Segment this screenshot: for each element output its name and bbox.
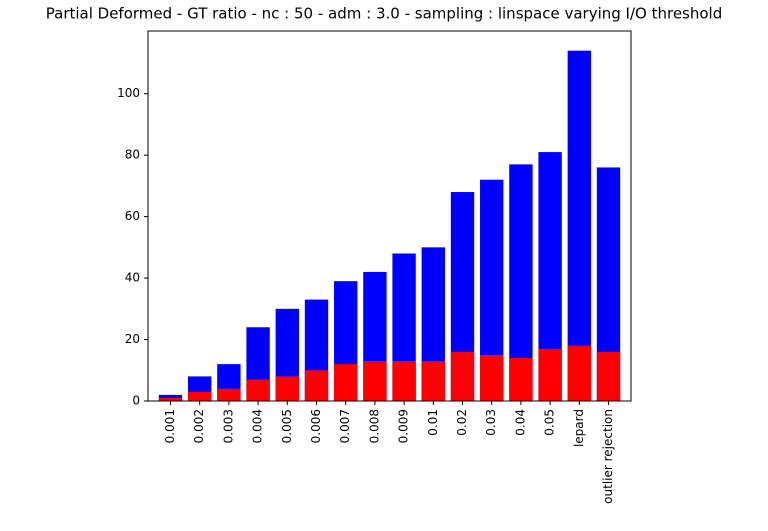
bar bbox=[450, 351, 475, 401]
x-tick-label: 0.001 bbox=[163, 409, 177, 443]
bar bbox=[509, 357, 533, 401]
bar bbox=[246, 379, 270, 401]
x-tick-label: 0.003 bbox=[221, 409, 235, 443]
bar bbox=[392, 361, 416, 401]
bar bbox=[538, 348, 562, 401]
x-tick-label: 0.02 bbox=[455, 409, 469, 436]
x-tick-label: 0.04 bbox=[513, 409, 527, 436]
x-tick-label: 0.05 bbox=[543, 409, 557, 436]
y-tick-label: 100 bbox=[117, 86, 140, 100]
plot-frame bbox=[147, 30, 632, 402]
y-tick-label: 40 bbox=[125, 271, 140, 285]
y-tick-label: 80 bbox=[125, 148, 140, 162]
bar bbox=[275, 376, 299, 401]
bar bbox=[421, 361, 445, 401]
bar bbox=[480, 179, 504, 401]
y-tick-label: 20 bbox=[125, 332, 140, 346]
bar bbox=[538, 152, 562, 401]
x-tick-label: 0.004 bbox=[251, 409, 265, 443]
x-tick-label: 0.01 bbox=[426, 409, 440, 436]
x-tick-label: 0.002 bbox=[192, 409, 206, 443]
bar bbox=[450, 192, 475, 401]
x-tick-label: 0.008 bbox=[367, 409, 381, 443]
bar bbox=[363, 361, 387, 401]
bar bbox=[217, 388, 241, 401]
x-tick-label: outlier rejection bbox=[601, 409, 615, 504]
x-tick-label: 0.007 bbox=[338, 409, 352, 443]
x-tick-label: lepard bbox=[572, 409, 586, 447]
bar bbox=[596, 167, 621, 401]
x-tick-label: 0.005 bbox=[280, 409, 294, 443]
bar bbox=[567, 50, 591, 401]
bar bbox=[304, 370, 329, 401]
bar bbox=[596, 351, 621, 401]
bar bbox=[188, 391, 212, 401]
bar bbox=[509, 164, 533, 401]
x-tick-label: 0.006 bbox=[309, 409, 323, 443]
x-tick-label: 0.009 bbox=[397, 409, 411, 443]
bar bbox=[158, 397, 183, 401]
x-tick-label: 0.03 bbox=[484, 409, 498, 436]
bar bbox=[567, 345, 591, 401]
bar bbox=[334, 364, 358, 401]
y-tick-label: 0 bbox=[132, 394, 140, 408]
y-tick-label: 60 bbox=[125, 209, 140, 223]
chart-title: Partial Deformed - GT ratio - nc : 50 - … bbox=[46, 5, 723, 23]
bar bbox=[480, 354, 504, 401]
